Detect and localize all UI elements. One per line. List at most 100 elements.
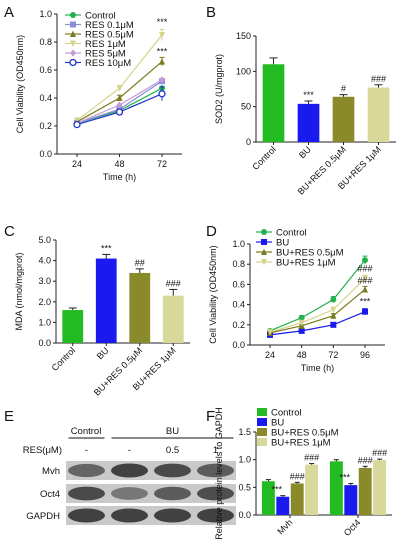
panel-d-series-line <box>269 311 366 336</box>
panel-d-y-tick-label: 0.8 <box>232 259 245 269</box>
panel-a-legend-label: RES 0.1μM <box>85 20 134 31</box>
panel-a-legend-swatch-marker <box>70 40 76 47</box>
panel-a-significance-label: *** <box>157 17 168 27</box>
panel-c-category-label: Control <box>50 345 78 373</box>
panel-b-y-tick-label: 0 <box>246 137 251 147</box>
panel-label-a: A <box>4 4 14 21</box>
panel-label-f: F <box>206 408 215 425</box>
panel-f-significance-label: *** <box>340 472 351 482</box>
blot-res-value: 0.5 <box>166 445 179 456</box>
panel-a-y-tick-label: 1.0 <box>39 9 52 19</box>
panel-d-data-point <box>267 328 273 336</box>
blot-band <box>111 463 148 478</box>
panel-d-data-point <box>362 308 368 315</box>
panel-b-category-label: BU <box>297 144 313 160</box>
panel-a-legend-swatch-marker <box>70 30 76 37</box>
panel-f-legend-swatch <box>257 438 267 446</box>
panel-a-x-tick-label: 24 <box>72 159 82 169</box>
blot-membrane <box>66 506 236 525</box>
panel-a-data-point <box>116 101 123 109</box>
panel-d-legend-swatch-marker <box>261 239 267 245</box>
panel-d-data-point <box>298 327 305 334</box>
panel-a-y-axis-label: Cell Viability (OD450nm) <box>15 35 25 133</box>
panel-f-bar <box>344 485 358 515</box>
panel-d-significance-label: *** <box>360 297 371 307</box>
blot-membrane <box>66 461 236 480</box>
panel-b-significance-label: *** <box>303 90 314 100</box>
panel-c-y-tick-label: 2.0 <box>38 297 51 307</box>
panel-d-data-point <box>362 285 368 293</box>
panel-label-b: B <box>206 4 216 21</box>
blot-res-value: 1 <box>213 445 218 456</box>
panel-c-bar <box>62 310 84 343</box>
panel-d-data-point <box>330 321 337 328</box>
panel-f-bar <box>276 496 290 515</box>
panel-d-x-tick-label: 24 <box>265 350 275 360</box>
panel-f-legend-label: BU+RES 1μM <box>271 438 331 449</box>
panel-c-significance-label: ### <box>166 278 181 288</box>
panel-a-legend-label: RES 1μM <box>85 39 126 50</box>
panel-d-series-line <box>269 277 366 333</box>
panel-d-y-axis-label: Cell Viability (OD450nm) <box>208 245 218 343</box>
panel-d-data-point <box>298 319 305 327</box>
panel-d-y-tick-label: 0.0 <box>232 340 245 350</box>
panel-f-legend-swatch <box>257 428 267 436</box>
panel-b-significance-label: ### <box>371 74 386 84</box>
blot-band <box>111 508 148 523</box>
panel-a-data-point <box>159 58 165 65</box>
blot-band <box>111 487 148 500</box>
panel-f-significance-label: ### <box>372 448 387 458</box>
panel-c-bar <box>129 272 151 343</box>
panel-f-y-tick-label: 1.0 <box>238 455 251 465</box>
panel-c-category-label: BU <box>95 345 111 361</box>
panel-f-bar <box>261 481 275 515</box>
panel-a-legend-label: RES 0.5μM <box>85 30 134 41</box>
blot-res-label: RES(μM) <box>23 445 62 456</box>
panel-f-significance-label: *** <box>272 485 283 495</box>
blot-band <box>154 463 191 478</box>
panel-a-legend-swatch-marker <box>70 21 76 28</box>
panel-d-legend-label: Control <box>276 228 307 239</box>
panel-f-significance-label: ### <box>304 453 319 463</box>
panel-b-bar <box>262 64 285 142</box>
panel-c-y-tick-label: 5.0 <box>38 235 51 245</box>
panel-b-bar <box>297 103 320 142</box>
panel-a-legend-swatch-marker <box>69 58 77 67</box>
panel-d-series-line <box>269 259 366 332</box>
panel-a-x-tick-label: 72 <box>157 159 167 169</box>
blot-band <box>68 508 105 523</box>
panel-f-bar <box>358 467 372 515</box>
panel-a-legend-label: RES 10μM <box>85 58 131 69</box>
panel-f-bar <box>373 460 387 515</box>
panel-a-data-point <box>116 94 123 101</box>
panel-b-category-label: Control <box>250 144 278 172</box>
panel-d-significance-label: ### <box>357 263 372 273</box>
panel-d-series-line <box>269 288 366 334</box>
panel-a-data-point <box>159 32 165 39</box>
blot-res-value: - <box>128 445 131 456</box>
panel-f-y-axis-label: Relative protein levels to GAPDH <box>214 407 224 540</box>
panel-f-y-tick-label: 0.0 <box>238 510 251 520</box>
panel-a-legend-label: Control <box>85 11 116 22</box>
panel-c-y-tick-label: 1.0 <box>38 317 51 327</box>
panel-f-y-tick-label: 1.5 <box>238 427 251 437</box>
panel-e-western-blot: Control BU RES(μM) - - 0.5 1 Mvh Oct4 GAPDH <box>23 426 236 525</box>
panel-label-d: D <box>206 223 217 240</box>
panel-d-legend-swatch-marker <box>261 229 267 235</box>
panel-f-legend-swatch <box>257 418 267 426</box>
panel-d-data-point <box>362 257 368 264</box>
panel-f-bar <box>305 464 319 515</box>
panel-d-data-point <box>330 296 337 303</box>
blot-row-label: GAPDH <box>26 511 60 522</box>
panel-d-line-chart: 0.0 0.2 0.4 0.6 0.8 1.0 Cell Viability (OD450n… <box>208 228 385 373</box>
panel-a-legend-swatch-marker <box>70 12 76 18</box>
panel-d-y-tick-label: 0.2 <box>232 320 245 330</box>
panel-d-legend-label: BU <box>276 238 289 249</box>
panel-d-legend-label: BU+RES 0.5μM <box>276 248 344 259</box>
panel-c-y-tick-label: 4.0 <box>38 256 51 266</box>
blot-group-label-bu: BU <box>166 426 179 437</box>
panel-d-x-tick-label: 72 <box>328 350 338 360</box>
panel-a-x-tick-label: 48 <box>114 159 124 169</box>
